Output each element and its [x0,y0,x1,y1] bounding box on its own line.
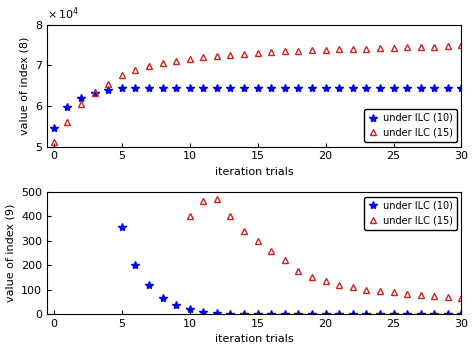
Legend: under ILC (10), under ILC (15): under ILC (10), under ILC (15) [364,109,456,142]
Y-axis label: value of index (8): value of index (8) [19,36,29,135]
Legend: under ILC (10), under ILC (15): under ILC (10), under ILC (15) [364,197,456,230]
X-axis label: iteration trials: iteration trials [215,335,293,344]
X-axis label: iteration trials: iteration trials [215,167,293,177]
Text: $\times\,10^4$: $\times\,10^4$ [47,6,79,22]
Y-axis label: value of index (9): value of index (9) [6,204,16,302]
